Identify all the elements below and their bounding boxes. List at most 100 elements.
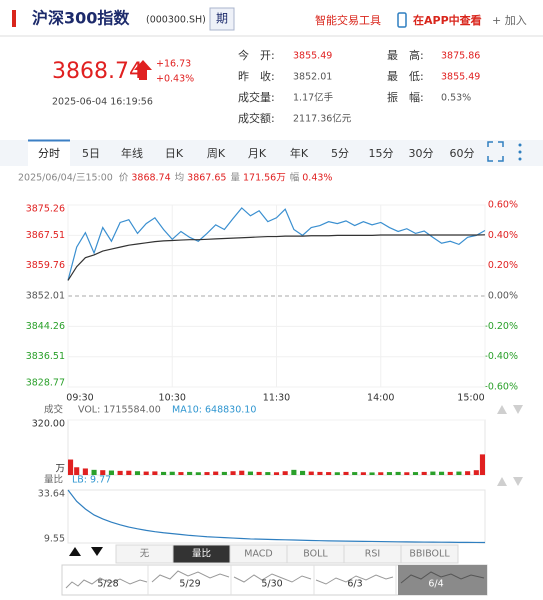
volume-bar <box>100 470 106 475</box>
volume-bar <box>187 471 193 475</box>
info-value: 0.43% <box>302 173 332 184</box>
volume-bar <box>421 471 427 475</box>
x-tick-label: 11:30 <box>263 393 290 404</box>
panel-down[interactable] <box>513 477 523 486</box>
indicator-tab-label[interactable]: 无 <box>140 549 150 560</box>
indicator-tab-label[interactable]: RSI <box>365 549 380 560</box>
indicator-tab-label[interactable]: BBIBOLL <box>409 549 450 560</box>
period-tab[interactable]: 5日 <box>82 147 100 160</box>
ma-label: MA10: 648830.10 <box>172 405 256 416</box>
navigator-date[interactable]: 5/29 <box>179 579 200 590</box>
fullscreen-icon[interactable] <box>487 141 504 162</box>
tab-selected-bg <box>28 140 70 166</box>
info-time: 2025/06/04/三15:00 <box>18 173 113 184</box>
period-tab[interactable]: 周K <box>207 147 226 160</box>
volume-bar <box>108 470 114 475</box>
panel-title: 成交 <box>44 404 64 416</box>
vol-label: VOL: 1715584.00 <box>78 405 161 416</box>
field-label: 最 低: <box>387 70 424 83</box>
volume-bar <box>126 470 132 475</box>
y-tick-label: 9.55 <box>44 534 65 545</box>
navigator-date[interactable]: 5/30 <box>261 579 282 590</box>
volume-bar <box>195 472 201 475</box>
lb-label: LB: 9.77 <box>72 475 111 486</box>
info-label: 价 <box>119 173 129 184</box>
period-tab[interactable]: 5分 <box>331 147 349 160</box>
volume-bar <box>213 471 219 475</box>
add-button[interactable]: + 加入 <box>492 14 527 27</box>
navigator-date[interactable]: 6/3 <box>347 579 362 590</box>
info-value: 171.56万 <box>243 173 286 184</box>
volume-bar <box>395 471 401 475</box>
series-line <box>67 234 486 281</box>
futures-button[interactable] <box>209 7 235 31</box>
volume-bar <box>178 472 184 475</box>
y-tick-label: 320.00 <box>32 419 65 430</box>
info-value: 3868.74 <box>131 173 170 184</box>
field-value: 3855.49 <box>293 51 332 62</box>
indicator-down[interactable] <box>91 547 103 556</box>
y-tick-label: 33.64 <box>38 489 65 500</box>
unit-label: 万 <box>55 464 65 475</box>
period-tab[interactable]: 30分 <box>409 147 434 160</box>
volume-bar <box>152 471 158 475</box>
y-tick-label: 3836.51 <box>26 351 65 362</box>
volume-bar <box>404 472 410 475</box>
panel-up[interactable] <box>497 477 507 486</box>
period-tab[interactable]: 年K <box>290 146 309 160</box>
panel-down[interactable] <box>513 405 523 414</box>
indicator-up[interactable] <box>69 547 81 556</box>
period-tab[interactable]: 月K <box>248 147 267 160</box>
navigator-separators <box>147 565 397 595</box>
volume-bar <box>221 471 227 475</box>
volume-bar <box>343 471 349 475</box>
volume-bar <box>439 471 445 475</box>
volume-bar <box>169 471 175 475</box>
y2-tick-label: -0.20% <box>484 321 518 332</box>
field-label: 振 幅: <box>387 90 424 104</box>
navigator-date[interactable]: 5/28 <box>97 579 118 590</box>
phone-icon <box>397 12 407 28</box>
field-label: 最 高: <box>387 48 424 62</box>
plot-frame <box>67 419 486 476</box>
navigator-selected[interactable] <box>398 565 487 595</box>
volume-bar <box>369 472 375 475</box>
volume-bar <box>456 471 462 475</box>
series-line <box>67 489 486 544</box>
period-tab[interactable]: 60分 <box>450 147 475 160</box>
indicator-tab-label[interactable]: BOLL <box>303 549 328 560</box>
y2-tick-label: 0.00% <box>488 291 518 302</box>
volume-bar <box>352 472 358 475</box>
panel-up[interactable] <box>497 405 507 414</box>
futures-button-label[interactable]: 期 <box>216 12 228 26</box>
period-tab[interactable]: 日K <box>165 147 184 160</box>
field-value: 3852.01 <box>293 72 332 83</box>
app-link[interactable]: 在APP中查看 <box>413 13 482 27</box>
volume-bar <box>161 471 167 475</box>
info-label: 均 <box>175 172 185 184</box>
y-tick-label: 3867.51 <box>26 230 65 241</box>
x-tick-label: 09:30 <box>66 393 93 404</box>
indicator-tab-label[interactable]: MACD <box>244 549 272 560</box>
indicator-tab[interactable] <box>400 544 459 564</box>
period-tab[interactable]: 年线 <box>121 146 143 160</box>
more-icon[interactable] <box>518 143 522 161</box>
indicator-tab-label[interactable]: 量比 <box>192 548 211 560</box>
navigator-sparkline <box>65 570 485 589</box>
volume-bar <box>204 472 210 475</box>
volume-bar <box>479 454 485 475</box>
period-tab[interactable]: 15分 <box>369 147 394 160</box>
navigator-date[interactable]: 6/4 <box>428 579 443 590</box>
y-tick-label: 3828.77 <box>26 378 65 389</box>
period-tab[interactable]: 分时 <box>38 147 60 160</box>
field-value: 1.17亿手 <box>293 92 334 104</box>
volume-bar <box>230 471 236 475</box>
index-title: 沪深300指数 <box>32 9 130 28</box>
volume-bar <box>300 470 306 475</box>
volume-bar <box>117 470 123 475</box>
tool-link[interactable]: 智能交易工具 <box>315 13 381 27</box>
field-value: 3855.49 <box>441 72 480 83</box>
volume-bar <box>430 471 436 475</box>
volume-bar <box>386 472 392 475</box>
x-tick-label: 10:30 <box>159 393 186 404</box>
